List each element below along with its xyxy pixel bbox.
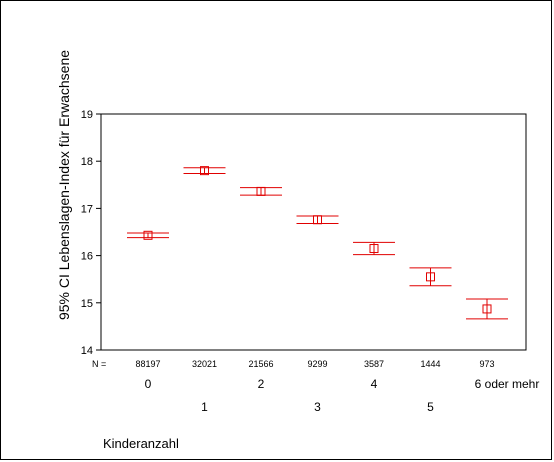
plot-area bbox=[100, 113, 527, 351]
mean-marker bbox=[200, 166, 209, 176]
y-tick-label: 18 bbox=[81, 156, 93, 168]
n-count-label: 3587 bbox=[364, 359, 384, 369]
n-count-label: 32021 bbox=[192, 359, 217, 369]
y-tick-label: 15 bbox=[81, 298, 93, 310]
n-count-label: 9299 bbox=[307, 359, 327, 369]
x-axis-labels: 88197 0 32021 1 21566 2 9299 3 3587 4 1444 5 973 6 od… bbox=[135, 359, 539, 414]
mean-marker bbox=[369, 244, 379, 254]
y-tick-label: 14 bbox=[81, 345, 93, 357]
n-count-label: 1444 bbox=[420, 359, 440, 369]
y-tick-label: 19 bbox=[81, 109, 93, 121]
y-axis: 14 15 16 17 18 19 bbox=[81, 109, 101, 357]
x-category-label: 5 bbox=[427, 400, 434, 414]
mean-marker bbox=[482, 304, 492, 314]
n-prefix-label: N = bbox=[92, 359, 106, 369]
x-category-label: 6 oder mehr bbox=[475, 377, 540, 391]
x-axis-title: Kinderanzahl bbox=[103, 436, 179, 451]
mean-marker bbox=[426, 272, 435, 282]
mean-marker bbox=[256, 186, 266, 196]
y-tick-label: 16 bbox=[81, 251, 93, 263]
x-category-label: 2 bbox=[258, 377, 265, 391]
n-count-label: 973 bbox=[479, 359, 494, 369]
data-marks bbox=[127, 166, 508, 320]
mean-marker bbox=[313, 215, 322, 225]
x-category-label: 4 bbox=[371, 377, 378, 391]
x-category-label: 3 bbox=[314, 400, 321, 414]
y-tick-label: 17 bbox=[81, 203, 93, 215]
n-count-label: 21566 bbox=[248, 359, 273, 369]
y-axis-title: 95% CI Lebenslagen-Index für Erwachsene bbox=[56, 50, 72, 320]
n-count-label: 88197 bbox=[135, 359, 160, 369]
x-category-label: 1 bbox=[201, 400, 208, 414]
x-category-label: 0 bbox=[145, 377, 152, 391]
mean-marker bbox=[143, 230, 153, 240]
